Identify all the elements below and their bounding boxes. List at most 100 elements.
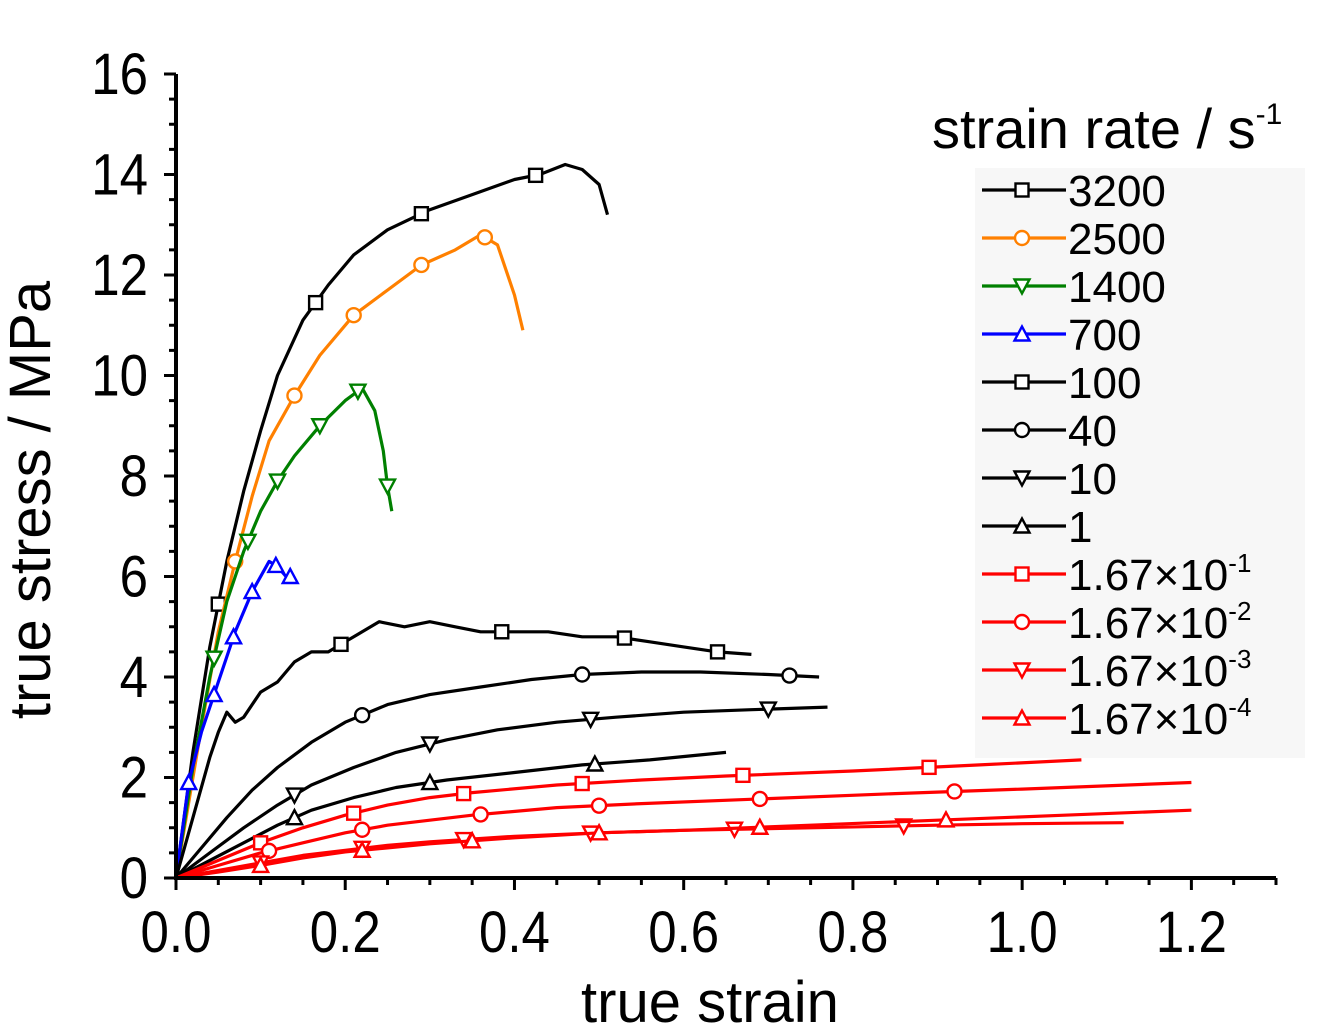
series-0	[174, 162, 610, 879]
legend-marker	[1012, 515, 1032, 534]
data-point	[758, 701, 778, 720]
data-point	[251, 855, 271, 874]
y-tick-label: 8	[120, 444, 148, 509]
series-layer	[174, 162, 1192, 880]
y-tick-label: 2	[120, 745, 148, 810]
data-point	[204, 650, 224, 669]
data-point	[413, 205, 430, 222]
series-9	[175, 780, 1192, 880]
data-point	[413, 256, 430, 274]
data-point	[260, 842, 278, 860]
data-point	[709, 644, 726, 660]
legend-label: 1.67×10-4	[1068, 692, 1251, 744]
legend-label: 1.67×10-1	[1068, 548, 1251, 600]
legend-entry: 700	[982, 311, 1141, 360]
series-10	[175, 818, 1124, 880]
data-point	[946, 783, 963, 800]
data-point	[462, 830, 482, 849]
series-line	[174, 559, 295, 879]
data-point	[420, 772, 440, 791]
x-tick-label: 0.4	[479, 900, 550, 965]
legend-entry: 100	[982, 359, 1141, 408]
data-point	[268, 473, 288, 492]
series-line	[174, 162, 610, 879]
legend-box	[975, 168, 1305, 758]
legend-marker	[1013, 421, 1031, 439]
y-axis-title: true stress / MPa	[0, 280, 63, 719]
data-point	[266, 555, 286, 574]
legend-label: 700	[1068, 311, 1141, 360]
data-point	[589, 822, 609, 841]
data-point	[345, 307, 362, 324]
legend-entry: 1.67×10-1	[982, 548, 1251, 600]
series-4	[174, 620, 752, 879]
series-line	[174, 670, 820, 880]
data-point	[242, 581, 262, 600]
data-point	[590, 797, 608, 814]
x-tick-label: 0.8	[817, 900, 888, 965]
data-point	[472, 806, 489, 823]
data-point	[204, 684, 224, 703]
x-tick-label: 0.6	[648, 900, 719, 965]
legend-marker	[1012, 323, 1032, 342]
series-line	[175, 705, 828, 880]
legend-marker	[1012, 662, 1032, 681]
y-tick-label: 10	[91, 343, 148, 408]
data-point	[353, 821, 371, 838]
data-point	[616, 630, 633, 646]
data-point	[735, 767, 751, 784]
legend-label: 40	[1068, 407, 1117, 456]
data-point	[333, 636, 349, 653]
data-point	[310, 418, 330, 436]
data-point	[574, 775, 590, 792]
data-point	[581, 711, 601, 730]
data-point	[348, 383, 368, 402]
legend-entry: 2500	[982, 215, 1166, 264]
legend-marker	[1013, 613, 1031, 631]
data-point	[420, 736, 440, 755]
legend-label: 1400	[1068, 263, 1166, 312]
legend-label: 1.67×10-3	[1068, 644, 1251, 696]
series-6	[175, 701, 828, 880]
series-8	[175, 758, 1082, 880]
x-axis-title: true strain	[581, 970, 839, 1032]
legend-marker	[1014, 566, 1030, 582]
legend-label: 10	[1068, 455, 1117, 504]
axes-layer: 0.0 0.2 0.4 0.6 0.8 1.0 1.2 0 2 4 6 8 10 12 14 16 true s…	[0, 42, 1278, 1032]
x-tick-label: 1.0	[987, 900, 1058, 965]
data-point	[352, 840, 372, 858]
y-tick-label: 16	[91, 42, 148, 107]
data-point	[307, 294, 324, 311]
data-point	[284, 807, 304, 826]
y-tick-label: 0	[120, 846, 148, 911]
y-tick-label: 14	[91, 142, 148, 207]
legend-entry: 1400	[982, 263, 1166, 312]
data-point	[224, 626, 244, 645]
series-7	[175, 750, 727, 880]
y-tick-label: 6	[120, 544, 148, 609]
data-point	[284, 787, 304, 806]
x-tick-label: 0.2	[310, 900, 381, 965]
data-point	[585, 753, 605, 772]
legend-entry: 1	[982, 503, 1092, 552]
y-tick-label: 12	[91, 243, 148, 308]
series-3	[174, 555, 300, 879]
legend-marker	[1012, 278, 1032, 297]
legend-entry: 40	[982, 407, 1117, 456]
data-point	[527, 167, 544, 184]
legend-title-superscript: -1	[1256, 98, 1283, 131]
data-point	[345, 805, 362, 821]
data-point	[280, 566, 300, 585]
series-2	[174, 383, 398, 879]
legend-label: 100	[1068, 359, 1141, 408]
x-tick-label: 1.2	[1156, 900, 1227, 965]
series-1	[174, 229, 525, 879]
legend-label: 2500	[1068, 215, 1166, 264]
legend-label: 1.67×10-2	[1068, 596, 1251, 648]
legend-entry: 10	[982, 455, 1117, 504]
data-point	[455, 785, 472, 802]
data-point	[751, 790, 769, 808]
legend-marker	[1012, 470, 1032, 489]
legend-marker	[1014, 374, 1030, 390]
